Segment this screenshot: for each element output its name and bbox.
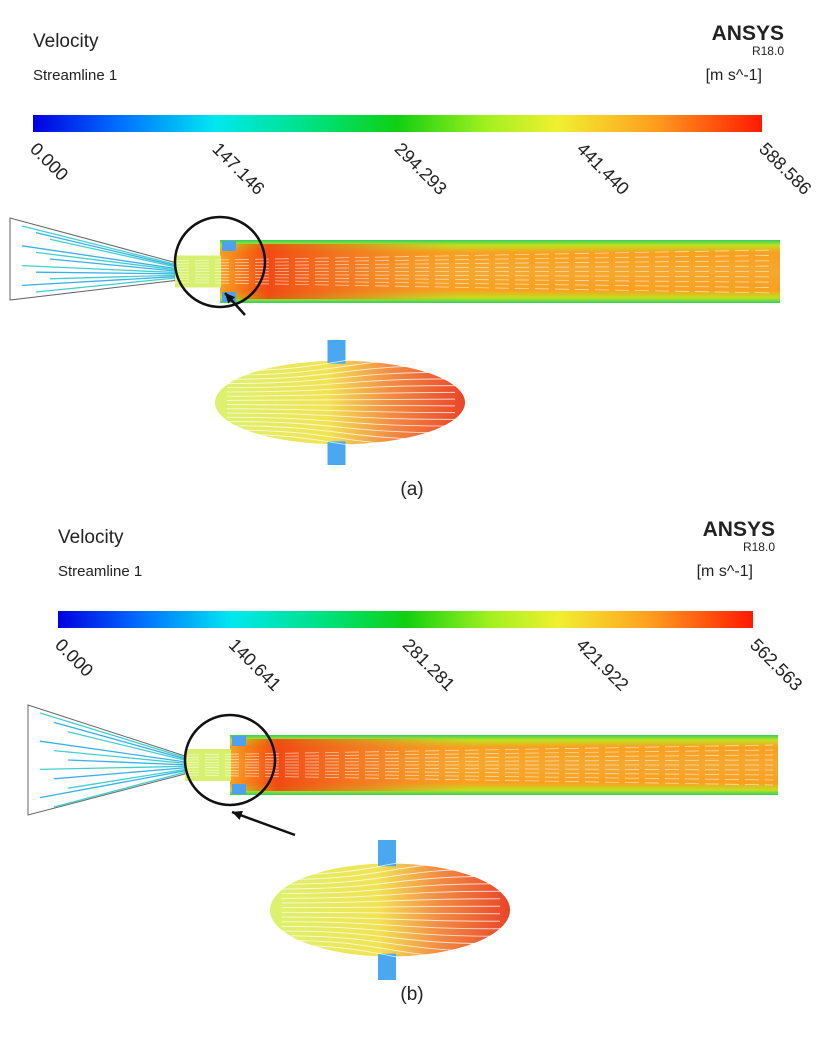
nozzle-outline: [28, 705, 185, 815]
version: R18.0: [752, 44, 784, 58]
unit: [m s^-1]: [706, 67, 762, 84]
inset: [270, 840, 510, 980]
legend-title: Velocity: [33, 31, 99, 52]
colorbar-tick-label: 421.922: [572, 635, 632, 695]
arrow-shaft: [232, 812, 295, 835]
inset-step-top: [378, 840, 396, 866]
inset-field: [270, 864, 510, 957]
recirculation-bottom: [232, 784, 246, 794]
inset-step-top: [328, 340, 346, 364]
inset-field: [215, 361, 465, 445]
inset-step-bottom: [328, 441, 346, 465]
brand: ANSYS: [703, 518, 775, 541]
colorbar-tick-label: 0.000: [51, 635, 97, 681]
arrow-head: [232, 811, 243, 820]
caption: (a): [400, 479, 423, 500]
inset: [215, 340, 465, 465]
unit: [m s^-1]: [697, 563, 753, 580]
colorbar: [58, 611, 753, 628]
colorbar-tick-label: 281.281: [399, 635, 459, 695]
colorbar-tick-label: 441.440: [573, 139, 633, 199]
colorbar-tick-label: 147.146: [208, 139, 268, 199]
caption: (b): [400, 984, 423, 1005]
colorbar-tick-label: 140.641: [225, 635, 285, 695]
legend-subtitle: Streamline 1: [33, 67, 117, 84]
brand: ANSYS: [712, 22, 784, 45]
legend-title: Velocity: [58, 527, 124, 548]
colorbar-tick-label: 0.000: [26, 139, 72, 185]
colorbar-tick-label: 294.293: [391, 139, 451, 199]
colorbar-tick-label: 588.586: [755, 139, 815, 199]
version: R18.0: [743, 540, 775, 554]
figure: VelocityStreamline 1ANSYSR18.0[m s^-1]0.…: [0, 0, 825, 1041]
recirculation-top: [222, 241, 236, 251]
inset-step-bottom: [378, 954, 396, 980]
colorbar-tick-label: 562.563: [746, 635, 806, 695]
colorbar: [33, 115, 762, 132]
legend-subtitle: Streamline 1: [58, 563, 142, 580]
recirculation-top: [232, 736, 246, 746]
